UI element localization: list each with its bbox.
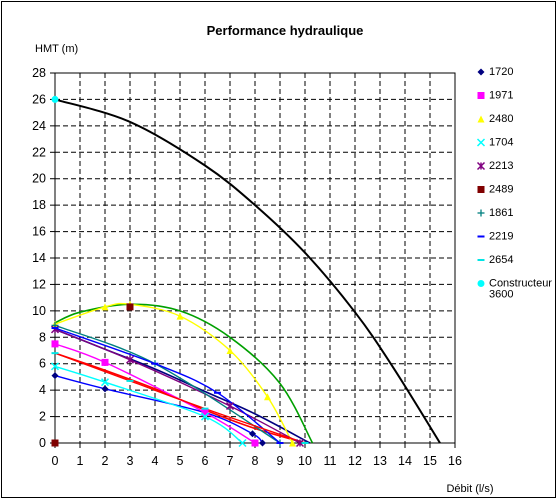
x-tick-label: 8 [252,454,259,468]
legend-marker [476,138,486,147]
grid [54,72,456,444]
y-tick-label: 20 [32,172,46,186]
data-point [176,312,184,320]
data-point [238,438,247,448]
data-point [51,95,59,103]
x-tick-label: 3 [127,454,134,468]
y-tick-label: 2 [39,410,46,424]
y-tick-label: 28 [32,66,46,80]
legend-marker [477,68,485,76]
x-tick-label: 7 [227,454,234,468]
data-point [126,303,134,311]
data-point [200,412,210,421]
legend-label: 2654 [489,254,513,266]
x-tick-label: 16 [448,454,462,468]
data-point [51,340,59,348]
series-line [54,352,306,444]
data-point [125,355,135,364]
data-point [50,362,60,371]
data-point [226,347,234,354]
y-tick-label: 12 [32,277,46,291]
data-point [201,409,209,417]
chart-title: Performance hydraulique [207,23,364,38]
legend-marker [476,161,486,171]
legend-label: 1861 [489,207,513,219]
trend-curve [54,303,314,444]
data-point [51,372,59,380]
y-tick-label: 6 [39,357,46,371]
legend: 1720 1971 2480 1704 2213 2489 1861 2219 2654 Cons… [476,66,552,301]
x-tick-label: 1 [77,454,84,468]
legend-label: 2219 [489,231,513,243]
legend-marker [477,280,485,287]
data-point [101,303,109,311]
legend-label: 1704 [489,137,513,149]
data-point [251,439,259,447]
series-line [54,98,441,444]
legend-label: 1971 [489,90,513,102]
series-line [54,365,243,444]
y-tick-label: 4 [39,383,46,397]
x-tick-label: 11 [324,454,337,468]
x-tick-label: 10 [298,454,312,468]
x-tick-label: 4 [152,454,159,468]
x-tick-label: 0 [52,454,59,468]
legend-label: 1720 [489,66,513,78]
x-axis-title: Débit (l/s) [446,483,493,495]
x-tick-label: 2 [102,454,109,468]
x-tick-label: 9 [277,454,284,468]
y-axis-title: HMT (m) [35,43,78,55]
series-curves [54,98,441,444]
data-point [264,393,271,401]
legend-marker [477,209,485,217]
series-line [54,343,256,444]
legend-marker [477,186,485,193]
data-point [249,430,256,438]
y-tick-label: 0 [39,436,46,450]
x-tick-label: 13 [373,454,387,468]
legend-marker [477,92,485,99]
y-tick-label: 10 [32,304,46,318]
series-line [54,328,301,444]
data-point [101,385,109,393]
series-line [54,327,281,444]
x-tick-label: 15 [423,454,437,468]
legend-marker [477,115,485,123]
y-tick-label: 14 [32,251,46,265]
data-point [100,378,110,387]
legend-label: 2480 [489,113,513,125]
y-tick-label: 22 [32,145,46,159]
y-tick-label: 18 [32,198,46,212]
x-tick-label: 12 [348,454,362,468]
data-point [51,439,59,447]
y-tick-label: 26 [32,92,46,106]
data-point [259,439,266,447]
legend-label: 2213 [489,160,513,172]
series-line [54,374,264,444]
series-line [54,302,294,444]
x-tick-label: 6 [202,454,209,468]
series-markers [50,95,309,448]
y-tick-label: 16 [32,225,46,239]
legend-label: 2489 [489,184,513,196]
data-point [289,439,296,447]
data-point [101,358,109,366]
x-tick-label: 14 [398,454,412,468]
y-tick-label: 8 [39,330,46,344]
data-point [295,438,305,448]
x-tick-label: 5 [177,454,184,468]
data-point [225,401,235,411]
y-tick-label: 24 [32,119,46,133]
x-tick-labels: 0 1 2 3 4 5 6 7 8 9 10 11 12 13 14 15 16 [52,454,462,468]
legend-label: Constructeur 3600 [489,278,552,301]
axes [50,72,456,448]
